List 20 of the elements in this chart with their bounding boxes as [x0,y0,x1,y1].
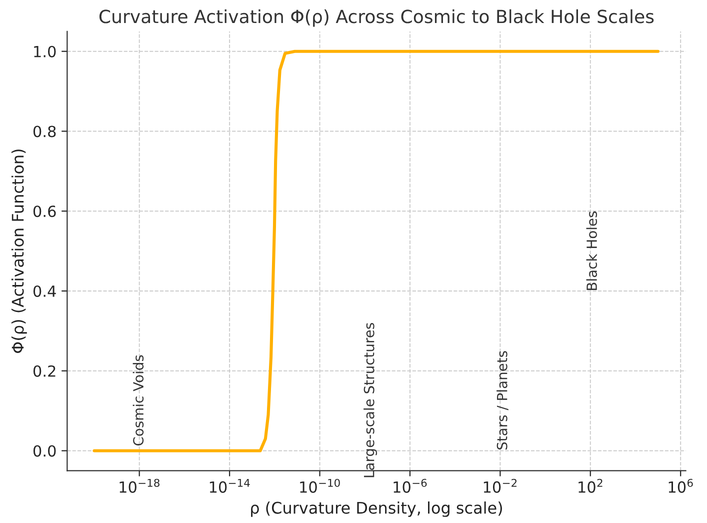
x-tick-label: 10$^{−18}$ [120,478,160,493]
x-tick-label: 10$^{−14}$ [210,478,250,493]
annotation: Large-scale Structures [364,323,378,478]
x-tick-label: 10$^{6}$ [668,478,693,493]
y-tick-label: 1.0 [34,46,56,58]
x-tick-label: 10$^{−10}$ [300,478,340,493]
y-tick-label: 0.8 [33,126,56,138]
x-tick-label: 10$^{−2}$ [484,478,517,493]
x-tick-label: 10$^{−6}$ [394,478,427,493]
y-tick-label: 0.0 [33,445,56,457]
annotation: Cosmic Voids [132,355,144,446]
y-axis-title: Φ(ρ) (Activation Function) [11,150,27,353]
x-tick-label: 10$^{2}$ [578,478,602,493]
annotation: Black Holes [586,211,598,290]
annotation: Stars / Planets [496,351,508,450]
y-tick-label: 0.6 [33,206,56,218]
y-tick-label: 0.4 [33,285,56,297]
chart-title: Curvature Activation Φ(ρ) Across Cosmic to Black Hole Scales [99,9,654,27]
x-axis-title: ρ (Curvature Density, log scale) [251,501,502,517]
y-tick-label: 0.2 [33,365,56,377]
